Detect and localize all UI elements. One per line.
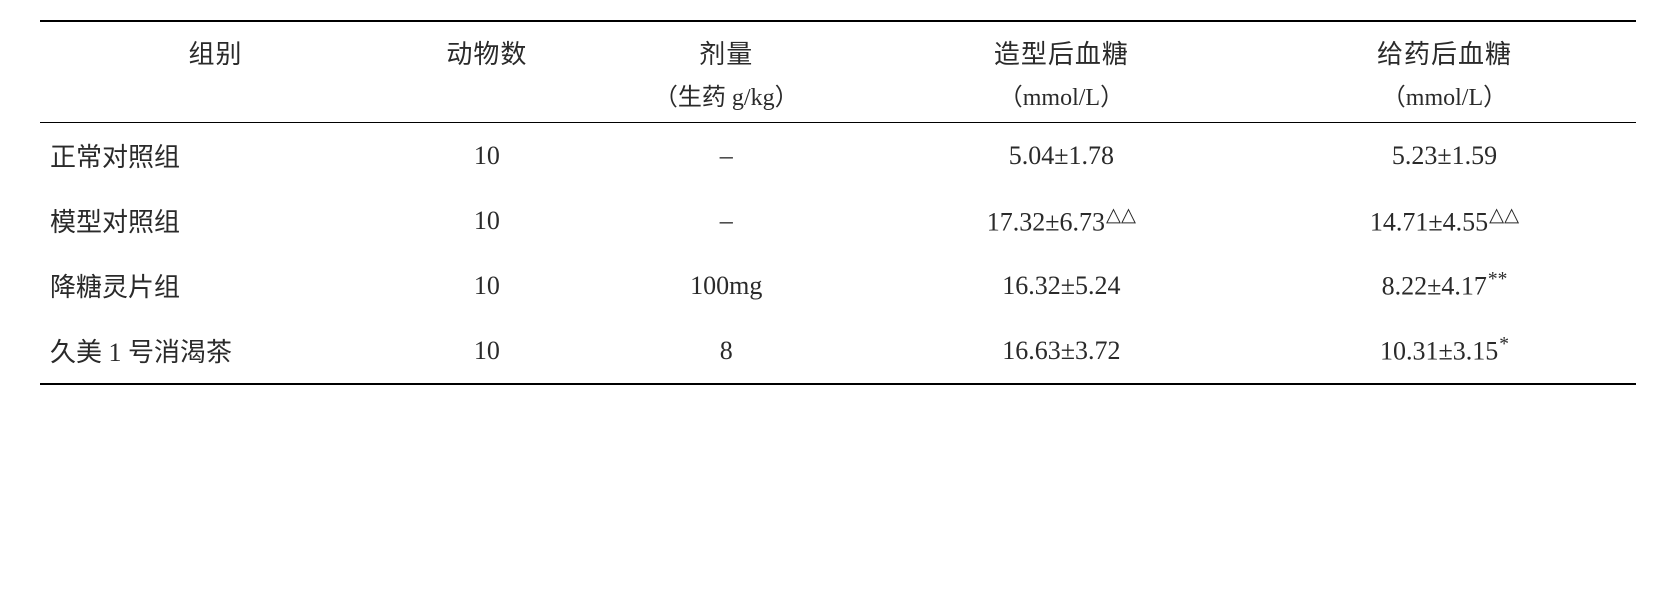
table-row: 久美 1 号消渴茶 10 8 16.63±3.72 10.31±3.15* xyxy=(40,318,1636,384)
cell-bg_post: 8.22±4.17** xyxy=(1253,253,1636,318)
cell-value: 正常对照组 xyxy=(50,143,180,172)
cell-dose: 100mg xyxy=(583,253,870,318)
cell-value: 8 xyxy=(720,336,733,365)
col-subheader-dose: （生药 g/kg） xyxy=(583,75,870,123)
cell-value: – xyxy=(720,206,733,235)
table-header: 组别 动物数 剂量 造型后血糖 给药后血糖 （生药 g/kg） （mmol/L）… xyxy=(40,21,1636,123)
cell-value: 16.32±5.24 xyxy=(1002,271,1120,300)
cell-bg_pre: 16.63±3.72 xyxy=(870,318,1253,384)
col-header-dose: 剂量 xyxy=(583,21,870,75)
table-row: 降糖灵片组 10 100mg 16.32±5.24 8.22±4.17** xyxy=(40,253,1636,318)
col-subheader-n xyxy=(391,75,583,123)
cell-bg_pre: 16.32±5.24 xyxy=(870,253,1253,318)
cell-value: 10 xyxy=(474,336,500,365)
cell-n: 10 xyxy=(391,318,583,384)
col-header-n: 动物数 xyxy=(391,21,583,75)
cell-group: 模型对照组 xyxy=(40,188,391,253)
col-subheader-bg-post: （mmol/L） xyxy=(1253,75,1636,123)
cell-value: 模型对照组 xyxy=(50,208,180,237)
cell-dose: – xyxy=(583,188,870,253)
cell-n: 10 xyxy=(391,188,583,253)
cell-group: 降糖灵片组 xyxy=(40,253,391,318)
cell-value: 久美 1 号消渴茶 xyxy=(50,338,232,367)
col-header-group: 组别 xyxy=(40,21,391,75)
cell-sup: * xyxy=(1499,334,1509,355)
table-body: 正常对照组 10 – 5.04±1.78 5.23±1.59 模型对照组 10 – 17.32±… xyxy=(40,123,1636,385)
col-subheader-group xyxy=(40,75,391,123)
cell-value: 17.32±6.73 xyxy=(987,208,1105,237)
cell-value: 降糖灵片组 xyxy=(50,273,180,302)
col-header-bg-pre: 造型后血糖 xyxy=(870,21,1253,75)
cell-value: 10 xyxy=(474,271,500,300)
cell-sup: △△ xyxy=(1106,205,1136,226)
cell-bg_post: 14.71±4.55△△ xyxy=(1253,188,1636,253)
cell-value: 10 xyxy=(474,206,500,235)
cell-value: 10 xyxy=(474,141,500,170)
cell-bg_pre: 5.04±1.78 xyxy=(870,123,1253,189)
cell-value: – xyxy=(720,141,733,170)
cell-value: 8.22±4.17 xyxy=(1382,272,1487,301)
col-subheader-bg-pre: （mmol/L） xyxy=(870,75,1253,123)
cell-dose: – xyxy=(583,123,870,189)
cell-n: 10 xyxy=(391,253,583,318)
cell-bg_pre: 17.32±6.73△△ xyxy=(870,188,1253,253)
table-row: 正常对照组 10 – 5.04±1.78 5.23±1.59 xyxy=(40,123,1636,189)
cell-value: 10.31±3.15 xyxy=(1380,337,1498,366)
cell-value: 5.04±1.78 xyxy=(1009,141,1114,170)
cell-dose: 8 xyxy=(583,318,870,384)
cell-value: 14.71±4.55 xyxy=(1370,208,1488,237)
cell-bg_post: 10.31±3.15* xyxy=(1253,318,1636,384)
cell-value: 100mg xyxy=(690,271,762,300)
table-row: 模型对照组10–17.32±6.73△△14.71±4.55△△ xyxy=(40,188,1636,253)
cell-value: 5.23±1.59 xyxy=(1392,141,1497,170)
cell-bg_post: 5.23±1.59 xyxy=(1253,123,1636,189)
cell-sup: △△ xyxy=(1489,205,1519,226)
cell-sup: ** xyxy=(1488,269,1508,290)
experiment-table: 组别 动物数 剂量 造型后血糖 给药后血糖 （生药 g/kg） （mmol/L）… xyxy=(40,20,1636,385)
cell-value: 16.63±3.72 xyxy=(1002,336,1120,365)
cell-n: 10 xyxy=(391,123,583,189)
cell-group: 久美 1 号消渴茶 xyxy=(40,318,391,384)
col-header-bg-post: 给药后血糖 xyxy=(1253,21,1636,75)
cell-group: 正常对照组 xyxy=(40,123,391,189)
